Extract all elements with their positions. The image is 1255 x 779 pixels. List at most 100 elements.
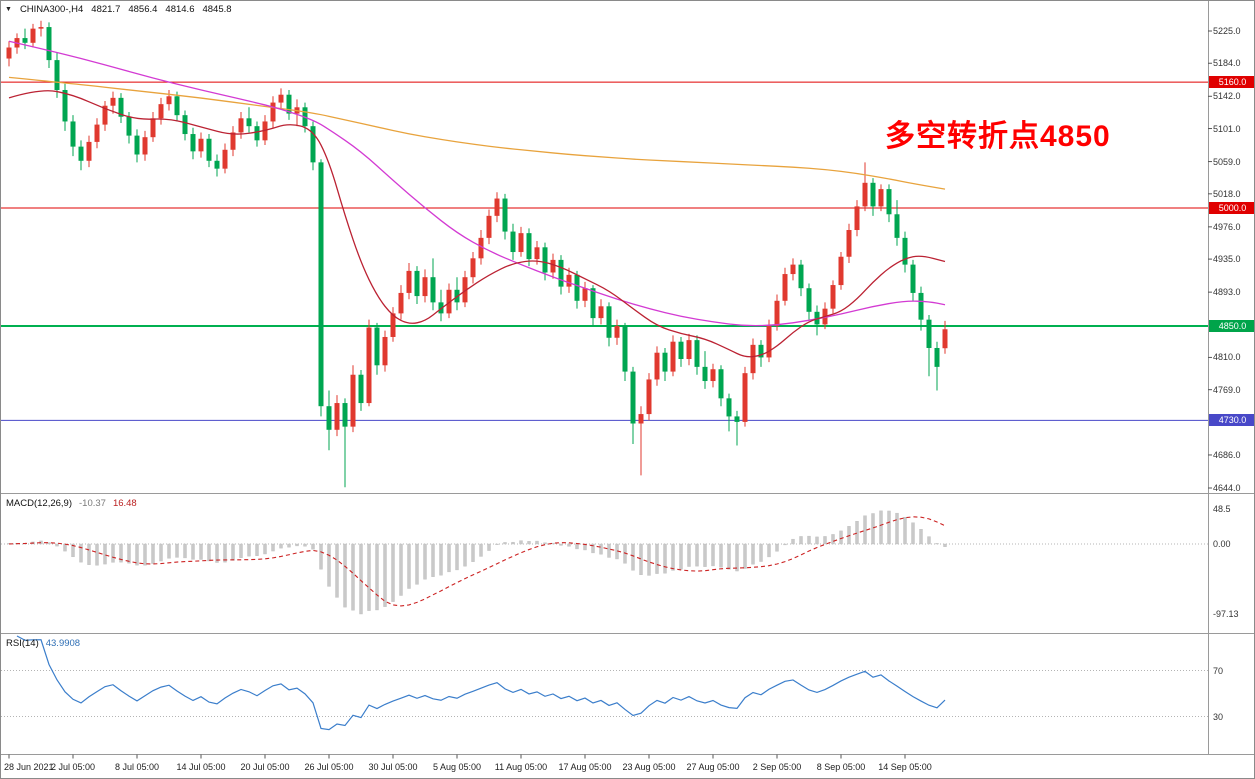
price-tick-label: 4810.0 [1213,352,1241,363]
candle-body [158,104,164,119]
candle-body [470,258,476,278]
macd-indicator-label: MACD(12,26,9) -10.37 16.48 [6,498,137,509]
candle-body [102,105,108,125]
candle-body [534,247,540,260]
candle-body [134,135,140,155]
macd-axis-label: 48.5 [1213,504,1231,515]
ma-slow-orange [8,76,946,190]
macd-histogram-bar [527,541,531,545]
candle-body [566,274,572,287]
candle-body [678,341,684,360]
macd-histogram-bar [479,543,483,557]
candle-body [590,288,596,319]
macd-signal-line [8,516,946,607]
price-tick-label: 5101.0 [1213,123,1241,134]
candle-body [806,288,812,312]
candle-body [918,292,924,320]
macd-histogram-bar [399,543,403,596]
macd-histogram-bar [367,543,371,611]
macd-histogram-bar [863,515,867,545]
candle-body [358,374,364,404]
rsi-name: RSI(14) [6,638,39,649]
candle-body [558,259,564,287]
candle-body [214,160,220,169]
macd-panel[interactable] [1,510,1208,615]
macd-histogram-bar [447,543,451,573]
candle-body [422,277,428,297]
macd-histogram-bar [143,543,147,566]
macd-name: MACD(12,26,9) [6,498,72,509]
quick-trade-arrow-icon[interactable]: ▼ [5,5,12,13]
macd-histogram-bar [223,543,227,563]
candle-body [510,231,516,253]
candle-body [406,270,412,293]
macd-histogram-bar [183,543,187,559]
candle-body [846,230,852,257]
price-tick-label: 5059.0 [1213,156,1241,167]
macd-histogram-bar [799,536,803,545]
macd-histogram-bar [927,536,931,545]
price-tick-label: 5184.0 [1213,58,1241,69]
candle-body [662,352,668,372]
macd-histogram-bar [191,543,195,560]
macd-histogram-bar [231,543,235,561]
price-tick-label: 4769.0 [1213,384,1241,395]
candle-body [798,264,804,289]
candle-body [942,329,948,349]
candle-body [334,403,340,430]
macd-histogram-bar [767,543,771,558]
macd-histogram-bar [255,543,259,556]
macd-histogram-bar [87,543,91,565]
rsi-panel[interactable] [1,635,1208,731]
price-tick-label: 5142.0 [1213,91,1241,102]
candle-body [774,300,780,326]
macd-histogram-bar [687,543,691,567]
main-chart-panel[interactable] [1,20,1208,488]
macd-histogram-bar [271,543,275,552]
candle-body [502,198,508,232]
candle-body [614,325,620,338]
candle-body [630,371,636,424]
time-axis-label: 11 Aug 05:00 [494,762,548,772]
candle-body [838,256,844,286]
macd-histogram-bar [295,543,299,547]
candle-body [782,274,788,301]
macd-histogram-bar [279,543,283,549]
price-tick-label: 4686.0 [1213,449,1241,460]
macd-histogram-bar [575,543,579,550]
candle-body [246,118,252,127]
candle-body [758,344,764,358]
macd-histogram-bar [383,543,387,607]
candle-body [750,344,756,374]
macd-histogram-bar [319,543,323,570]
macd-histogram-bar [911,522,915,545]
macd-histogram-bar [791,538,795,545]
candle-body [606,306,612,338]
price-tick-label: 4935.0 [1213,254,1241,265]
candle-body [542,247,548,273]
macd-histogram-bar [175,543,179,558]
macd-histogram-bar [607,543,611,558]
candle-body [910,264,916,293]
candle-body [766,325,772,358]
candle-body [22,38,28,43]
macd-histogram-bar [119,543,123,563]
macd-histogram-bar [511,541,515,545]
macd-histogram-bar [343,543,347,608]
macd-histogram-bar [543,542,547,545]
candle-body [78,146,84,161]
macd-histogram-bar [439,543,443,576]
price-line-badge: 5160.0 [1209,76,1254,89]
candle-body [350,374,356,427]
macd-histogram-bar [151,543,155,564]
macd-histogram-bar [199,543,203,560]
macd-histogram-bar [591,543,595,554]
macd-histogram-bar [487,543,491,551]
time-axis-label: 27 Aug 05:00 [686,762,740,772]
candle-body [390,313,396,337]
candle-body [814,311,820,325]
candle-body [742,373,748,422]
candle-body [710,369,716,382]
